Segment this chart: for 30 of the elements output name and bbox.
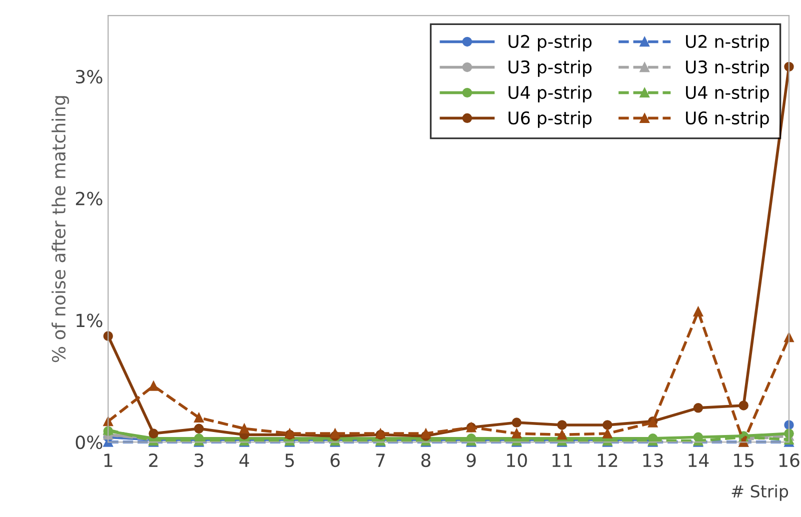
x-tick-label: 2 — [149, 453, 158, 467]
x-tick-label: 8 — [421, 453, 430, 468]
legend-label: U3 n-strip — [686, 60, 769, 77]
x-tick-label: 12 — [598, 453, 618, 467]
y-axis-title: % of noise after the matching — [52, 96, 70, 362]
legend-label: U2 n-strip — [686, 34, 769, 52]
legend-label: U3 p-strip — [508, 60, 592, 77]
x-tick-label: 11 — [552, 454, 572, 467]
x-tick-label: 4 — [239, 454, 250, 467]
legend-label: U2 p-strip — [508, 34, 592, 52]
legend-label: U4 p-strip — [508, 86, 592, 102]
x-tick-label: 1 — [104, 454, 112, 467]
x-tick-label: 14 — [688, 454, 709, 467]
y-tick-label: 0% — [76, 435, 102, 450]
y-tick-label: 2% — [76, 192, 102, 206]
y-tick-label: 3% — [76, 70, 102, 84]
x-tick-label: 10 — [507, 453, 527, 468]
x-tick-label: 9 — [466, 453, 476, 468]
x-tick-label: 13 — [643, 453, 663, 468]
x-tick-label: 7 — [376, 454, 385, 467]
x-axis-title: # Strip — [732, 484, 788, 501]
x-tick-label: 16 — [779, 453, 800, 468]
x-tick-label: 15 — [734, 454, 754, 468]
x-tick-label: 6 — [330, 453, 340, 468]
legend-label: U4 n-strip — [686, 86, 769, 102]
x-tick-label: 5 — [285, 454, 294, 468]
x-tick-label: 3 — [194, 453, 204, 468]
legend-label: U6 p-strip — [508, 111, 592, 128]
y-tick-label: 1% — [76, 314, 102, 328]
legend-label: U6 n-strip — [686, 111, 769, 128]
